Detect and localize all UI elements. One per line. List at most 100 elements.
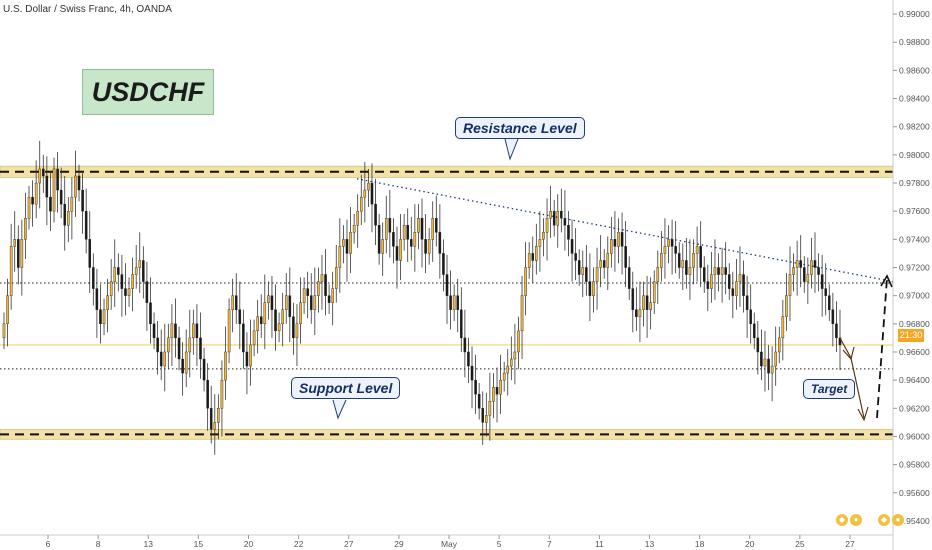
candle-body (92, 267, 95, 289)
candle-body (245, 351, 249, 367)
price-tick-label: 0.99000 (899, 9, 930, 19)
resistance-pointer (504, 138, 519, 161)
candle-body (70, 196, 74, 212)
candle-body (231, 295, 234, 310)
price-tick-label: 0.98400 (899, 94, 930, 104)
candle-body (485, 415, 488, 423)
candle-body (599, 260, 602, 268)
price-tick-label: 0.98600 (899, 65, 930, 75)
candle-body (59, 189, 63, 205)
candle-body (138, 260, 142, 268)
candle-body (345, 239, 349, 254)
candle-body (813, 260, 817, 268)
candle-body (399, 239, 402, 261)
candle-body (617, 232, 620, 247)
candle-body (52, 168, 56, 212)
candle-body (499, 379, 502, 395)
candle-body (752, 323, 756, 339)
candle-body (552, 210, 556, 226)
candle-body (681, 260, 685, 268)
rocket-icon[interactable]: ● (850, 514, 862, 526)
candle-body (635, 309, 638, 317)
time-tick-label: 13 (144, 539, 154, 549)
candle-body (367, 182, 370, 191)
candle-body (477, 394, 481, 409)
price-tick-label: 0.97400 (899, 234, 930, 244)
candle-body (602, 260, 606, 268)
trophy-icon[interactable]: ◆ (878, 514, 890, 526)
candle-body (513, 351, 517, 360)
candle-body (117, 267, 120, 275)
candle-body (524, 267, 527, 296)
candle-body (420, 218, 424, 240)
candle-body (95, 288, 99, 310)
candle-body (413, 232, 417, 247)
price-tick-label: 0.95800 (899, 460, 930, 470)
candle-body (120, 274, 124, 289)
candle-body (445, 274, 449, 296)
candle-body (277, 323, 281, 332)
candle-body (170, 323, 174, 339)
candle-body (770, 365, 774, 374)
ticker-label: USDCHF (82, 69, 214, 115)
candle-body (488, 401, 492, 416)
candle-body (645, 295, 649, 310)
time-tick-label: 20 (745, 539, 755, 549)
candle-body (188, 337, 192, 353)
candle-body (785, 295, 788, 317)
candle-body (159, 351, 163, 367)
price-tick-label: 0.96400 (899, 375, 930, 385)
candle-body (195, 323, 199, 339)
candle-body (474, 379, 477, 395)
time-tick-label: 25 (795, 539, 805, 549)
candle-body (567, 225, 570, 240)
candle-body (838, 337, 842, 346)
time-tick-label: 11 (595, 539, 604, 549)
candle-body (831, 309, 835, 325)
candle-body (649, 302, 652, 310)
candle-body (817, 267, 820, 275)
candle-body (792, 267, 795, 275)
candle-body (560, 210, 563, 219)
candle-body (577, 260, 581, 275)
candle-body (717, 267, 720, 275)
support-band (0, 429, 894, 440)
candle-body (327, 295, 331, 303)
medal-icon[interactable]: ● (892, 514, 904, 526)
candle-body (777, 337, 781, 353)
candle-body (463, 337, 467, 353)
candle-body (302, 288, 306, 303)
candle-body (763, 358, 767, 367)
candle-body (38, 168, 41, 184)
time-tick-label: 7 (547, 539, 552, 549)
candle-body (510, 358, 513, 367)
candle-body (642, 295, 645, 310)
candle-body (520, 295, 524, 332)
candle-body (677, 253, 681, 268)
candle-body (177, 337, 181, 360)
candle-body (388, 218, 392, 233)
price-axis: 0.99000 0.98800 0.98600 0.98400 0.98200 0.980… (892, 0, 930, 550)
candle-body (585, 267, 588, 282)
candle-body (481, 408, 485, 423)
candle-body (410, 239, 413, 247)
price-tick-label: 0.97600 (899, 206, 930, 216)
boost-icon[interactable]: ◆ (836, 514, 848, 526)
candle-body (6, 295, 9, 325)
candle-body (828, 295, 831, 310)
candle-body (467, 351, 470, 367)
candle-body (334, 267, 338, 289)
target-callout: Target (803, 379, 856, 399)
candle-body (270, 295, 274, 310)
time-tick-label: 15 (194, 539, 204, 549)
candle-body (63, 203, 67, 226)
candle-body (220, 379, 224, 409)
candle-body (688, 267, 692, 275)
time-tick-label: 22 (294, 539, 304, 549)
level-bands (0, 165, 894, 440)
candle-body (284, 295, 288, 310)
candle-body (352, 225, 356, 233)
projection-up (876, 277, 888, 419)
candle-body (424, 239, 427, 254)
